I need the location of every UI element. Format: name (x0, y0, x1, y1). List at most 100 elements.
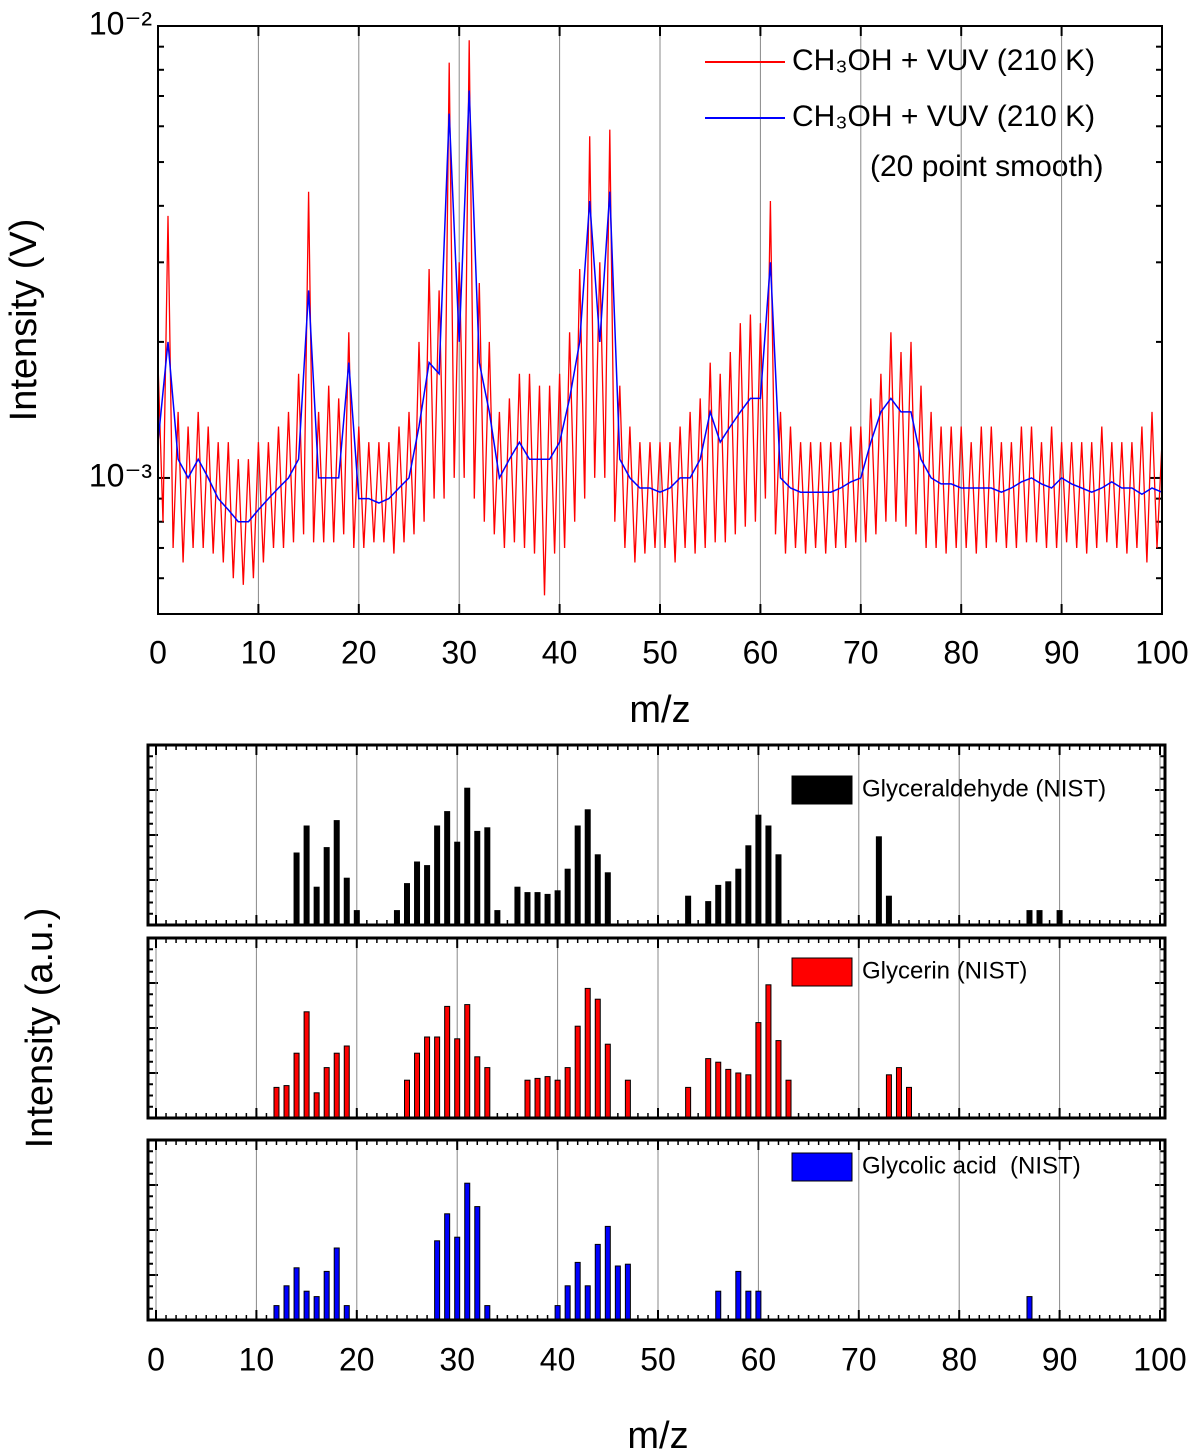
bar (273, 1086, 280, 1119)
bar (534, 892, 541, 926)
x-tick-label: 60 (743, 634, 779, 670)
bar (735, 1072, 742, 1119)
bar (343, 877, 350, 926)
plot-frame (146, 743, 1167, 927)
x-tick-label: 50 (642, 634, 678, 670)
bar (454, 1236, 461, 1321)
bar (283, 1085, 290, 1119)
x-tick-label: 60 (741, 1341, 777, 1377)
bar (303, 1011, 310, 1119)
bar (624, 1263, 631, 1321)
bar (544, 893, 551, 926)
x-tick-label: 40 (542, 634, 578, 670)
bar (293, 1052, 300, 1119)
bar (313, 1092, 320, 1119)
bar (444, 811, 451, 926)
bar (725, 881, 732, 926)
series-line (157, 90, 1163, 523)
plot-frame (146, 1138, 1167, 1322)
bar (323, 847, 330, 926)
bar (755, 1290, 762, 1321)
legend-label: CH₃OH + VUV (210 K) (792, 44, 1095, 77)
bar (474, 1056, 481, 1119)
bar (313, 1296, 320, 1321)
bar (454, 841, 461, 926)
legend-swatch (791, 775, 853, 805)
x-tick-label: 30 (441, 634, 477, 670)
legend-label: Glycerin (NIST) (862, 957, 1027, 984)
bar (564, 1285, 571, 1321)
bar (765, 984, 772, 1119)
bar (906, 1086, 912, 1119)
bar (574, 825, 581, 926)
y-tick-label: 10⁻³ (89, 457, 152, 493)
bar (484, 827, 491, 926)
bar (293, 852, 300, 926)
bar (775, 854, 782, 926)
legend-swatch (791, 957, 853, 987)
x-tick-label: 40 (540, 1341, 576, 1377)
bar (494, 910, 501, 926)
legend-label: Glycolic acid (NIST) (862, 1152, 1081, 1179)
bar (404, 1079, 410, 1119)
bar (333, 1052, 340, 1119)
bar (424, 1036, 431, 1119)
legend-label: Glyceraldehyde (NIST) (862, 775, 1106, 802)
bar (293, 1267, 300, 1321)
bar (484, 1067, 491, 1119)
bar (765, 825, 772, 926)
x-tick-label: 70 (843, 634, 879, 670)
bar (323, 1067, 330, 1119)
annotation: (20 point smooth) (870, 150, 1103, 183)
bar (464, 1004, 471, 1119)
bar (735, 1270, 742, 1321)
bar (323, 1270, 330, 1321)
bar (313, 886, 320, 926)
bar (333, 1247, 340, 1321)
bar (554, 890, 561, 926)
bar (604, 1043, 611, 1119)
bar (303, 825, 310, 926)
x-tick-label: 80 (943, 634, 979, 670)
bar (544, 1076, 551, 1119)
bar (343, 1305, 350, 1321)
bar (594, 854, 601, 926)
x-axis-label: m/z (629, 689, 690, 731)
bar (604, 872, 611, 926)
bar (524, 892, 531, 926)
bar (514, 886, 521, 926)
bar (685, 895, 692, 926)
bar (715, 884, 722, 926)
bar (303, 1290, 310, 1321)
bar (414, 861, 421, 926)
bar (333, 820, 340, 926)
bar (755, 1022, 762, 1119)
bar (1036, 910, 1043, 926)
bar (584, 809, 591, 926)
bar (434, 825, 441, 926)
y-axis-label: Intensity (V) (3, 219, 45, 422)
series-line (157, 40, 1163, 596)
bar (594, 1243, 601, 1321)
bar (554, 1079, 561, 1119)
x-tick-label: 0 (147, 1341, 165, 1377)
bar (715, 1061, 722, 1119)
bar (584, 1285, 591, 1321)
bar (1056, 910, 1063, 926)
x-tick-label: 10 (239, 1341, 275, 1377)
bar (755, 814, 762, 926)
x-tick-label: 20 (339, 1341, 375, 1377)
x-tick-label: 50 (640, 1341, 676, 1377)
bar (1026, 1296, 1033, 1321)
x-tick-label: 30 (439, 1341, 475, 1377)
x-tick-label: 100 (1135, 634, 1188, 670)
x-tick-label: 80 (941, 1341, 977, 1377)
bar (464, 1182, 471, 1321)
bar (524, 1079, 531, 1119)
legend-label: CH₃OH + VUV (210 K) (792, 100, 1095, 133)
bar (785, 1079, 792, 1119)
bar (725, 1068, 732, 1119)
bar (404, 883, 410, 926)
bar (474, 1206, 481, 1321)
plot-frame (157, 25, 1163, 615)
